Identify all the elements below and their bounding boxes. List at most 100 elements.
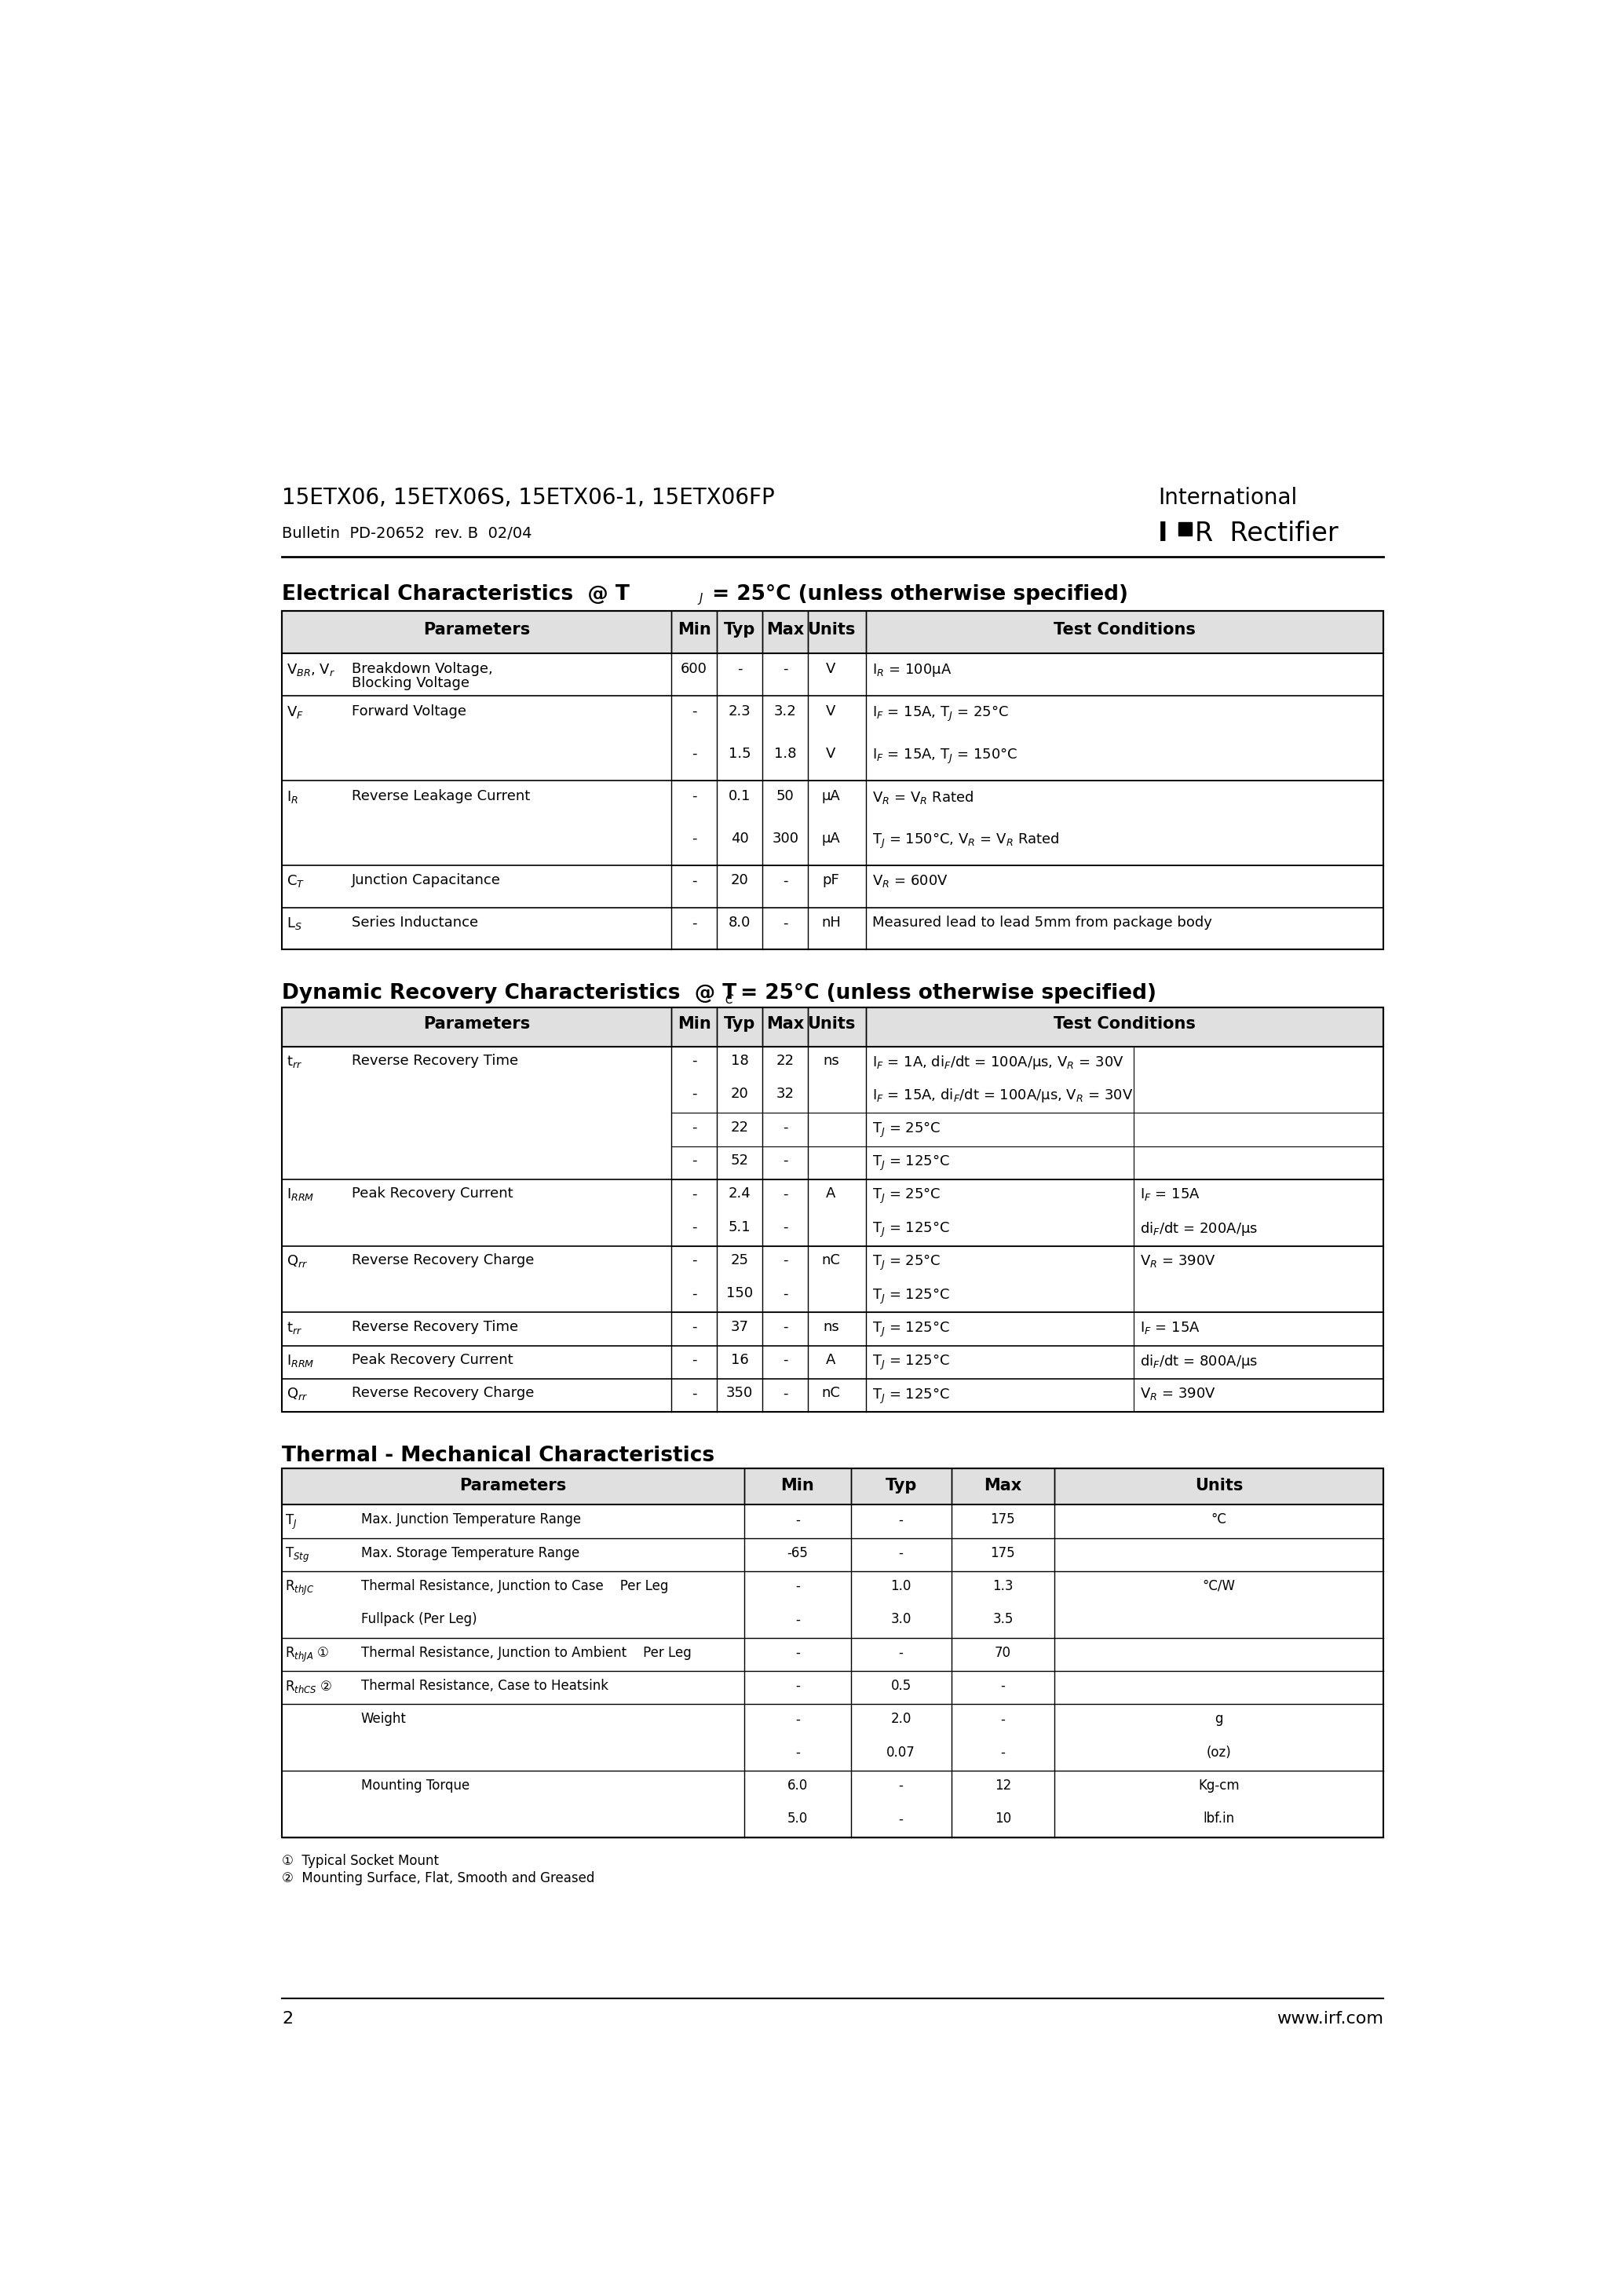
Text: Weight: Weight xyxy=(362,1713,407,1727)
Text: -: - xyxy=(1001,1713,1006,1727)
Text: T$_J$ = 125°C: T$_J$ = 125°C xyxy=(873,1153,949,1173)
Text: T$_J$ = 25°C: T$_J$ = 25°C xyxy=(873,1254,941,1272)
Bar xyxy=(282,1008,1384,1047)
Text: ②  Mounting Surface, Flat, Smooth and Greased: ② Mounting Surface, Flat, Smooth and Gre… xyxy=(282,1871,595,1885)
Text: -: - xyxy=(691,1254,696,1267)
Bar xyxy=(282,1008,1384,1412)
Text: 2.4: 2.4 xyxy=(728,1187,751,1201)
Text: I$_F$ = 15A: I$_F$ = 15A xyxy=(1140,1320,1200,1336)
Text: 0.5: 0.5 xyxy=(890,1678,912,1692)
Text: -: - xyxy=(691,1286,696,1300)
Text: -: - xyxy=(795,1612,800,1626)
Text: 0.1: 0.1 xyxy=(728,790,751,804)
Text: lbf.in: lbf.in xyxy=(1204,1812,1234,1825)
Text: Units: Units xyxy=(806,622,855,638)
Text: Max. Junction Temperature Range: Max. Junction Temperature Range xyxy=(362,1513,581,1527)
Text: www.irf.com: www.irf.com xyxy=(1277,2011,1384,2027)
Text: 50: 50 xyxy=(777,790,795,804)
Text: A: A xyxy=(826,1352,835,1366)
Text: V$_R$ = 390V: V$_R$ = 390V xyxy=(1140,1254,1216,1270)
Text: -: - xyxy=(691,705,696,719)
Text: Min: Min xyxy=(678,622,710,638)
Text: Peak Recovery Current: Peak Recovery Current xyxy=(352,1187,513,1201)
Text: Kg-cm: Kg-cm xyxy=(1199,1779,1239,1793)
Text: Units: Units xyxy=(1195,1479,1242,1492)
Text: -: - xyxy=(691,916,696,930)
Text: Peak Recovery Current: Peak Recovery Current xyxy=(352,1352,513,1366)
Text: di$_F$/dt = 800A/μs: di$_F$/dt = 800A/μs xyxy=(1140,1352,1257,1371)
Text: Blocking Voltage: Blocking Voltage xyxy=(352,677,470,691)
Text: Q$_{rr}$: Q$_{rr}$ xyxy=(287,1387,308,1403)
Text: -: - xyxy=(795,1513,800,1527)
Text: 5.1: 5.1 xyxy=(728,1219,751,1233)
Text: 10: 10 xyxy=(994,1812,1011,1825)
Text: T$_J$ = 150°C, V$_R$ = V$_R$ Rated: T$_J$ = 150°C, V$_R$ = V$_R$ Rated xyxy=(873,831,1059,850)
Text: Mounting Torque: Mounting Torque xyxy=(362,1779,469,1793)
Text: Typ: Typ xyxy=(723,622,756,638)
Text: -: - xyxy=(783,1352,788,1366)
Text: -: - xyxy=(1001,1678,1006,1692)
Text: 22: 22 xyxy=(730,1120,749,1134)
Text: T$_J$ = 125°C: T$_J$ = 125°C xyxy=(873,1387,949,1405)
Text: -: - xyxy=(783,1254,788,1267)
Text: 52: 52 xyxy=(730,1153,749,1169)
Text: -: - xyxy=(691,1387,696,1401)
Text: T$_J$ = 25°C: T$_J$ = 25°C xyxy=(873,1120,941,1139)
Text: Forward Voltage: Forward Voltage xyxy=(352,705,467,719)
Text: -: - xyxy=(691,790,696,804)
Text: 12: 12 xyxy=(994,1779,1011,1793)
Text: I$_R$ = 100μA: I$_R$ = 100μA xyxy=(873,661,952,677)
Text: 16: 16 xyxy=(732,1352,749,1366)
Text: -: - xyxy=(736,661,743,675)
Text: Breakdown Voltage,: Breakdown Voltage, xyxy=(352,661,493,675)
Text: -: - xyxy=(691,1153,696,1169)
Text: Parameters: Parameters xyxy=(459,1479,566,1492)
Text: -: - xyxy=(691,1086,696,1102)
Text: 1.3: 1.3 xyxy=(993,1580,1014,1593)
Text: Thermal Resistance, Case to Heatsink: Thermal Resistance, Case to Heatsink xyxy=(362,1678,608,1692)
Text: T$_J$ = 125°C: T$_J$ = 125°C xyxy=(873,1286,949,1306)
Text: -: - xyxy=(899,1779,903,1793)
Text: 2.0: 2.0 xyxy=(890,1713,912,1727)
Text: Min: Min xyxy=(780,1479,814,1492)
Text: nC: nC xyxy=(822,1387,840,1401)
Text: 6.0: 6.0 xyxy=(787,1779,808,1793)
Text: Reverse Recovery Time: Reverse Recovery Time xyxy=(352,1320,519,1334)
Text: t$_{rr}$: t$_{rr}$ xyxy=(287,1054,303,1070)
Text: -: - xyxy=(691,831,696,845)
Text: Bulletin  PD-20652  rev. B  02/04: Bulletin PD-20652 rev. B 02/04 xyxy=(282,526,532,542)
Text: V: V xyxy=(826,661,835,675)
Text: $_J$: $_J$ xyxy=(697,590,704,606)
Text: L$_S$: L$_S$ xyxy=(287,916,302,932)
Text: Reverse Recovery Charge: Reverse Recovery Charge xyxy=(352,1387,534,1401)
Text: 70: 70 xyxy=(994,1646,1011,1660)
Text: -: - xyxy=(899,1646,903,1660)
Text: Reverse Recovery Charge: Reverse Recovery Charge xyxy=(352,1254,534,1267)
Text: 22: 22 xyxy=(777,1054,795,1068)
Text: Max: Max xyxy=(767,622,805,638)
Text: 600: 600 xyxy=(681,661,707,675)
Text: -: - xyxy=(899,1545,903,1559)
Text: °C/W: °C/W xyxy=(1202,1580,1236,1593)
Text: 175: 175 xyxy=(991,1513,1015,1527)
Bar xyxy=(282,1469,1384,1837)
Text: ns: ns xyxy=(822,1320,839,1334)
Text: Thermal Resistance, Junction to Case    Per Leg: Thermal Resistance, Junction to Case Per… xyxy=(362,1580,668,1593)
Text: Max: Max xyxy=(767,1017,805,1031)
Text: I$_F$ = 15A, T$_J$ = 150°C: I$_F$ = 15A, T$_J$ = 150°C xyxy=(873,746,1017,765)
Bar xyxy=(282,611,1384,654)
Text: A: A xyxy=(826,1187,835,1201)
Text: °C: °C xyxy=(1212,1513,1226,1527)
Text: -: - xyxy=(691,872,696,889)
Text: 2: 2 xyxy=(282,2011,294,2027)
Text: R  Rectifier: R Rectifier xyxy=(1194,521,1338,546)
Text: -: - xyxy=(691,1120,696,1134)
Bar xyxy=(282,611,1384,951)
Text: -: - xyxy=(783,1153,788,1169)
Text: 1.0: 1.0 xyxy=(890,1580,912,1593)
Text: -: - xyxy=(795,1678,800,1692)
Text: -: - xyxy=(795,1646,800,1660)
Text: 32: 32 xyxy=(777,1086,795,1102)
Text: -: - xyxy=(783,1387,788,1401)
Text: -: - xyxy=(1001,1745,1006,1759)
